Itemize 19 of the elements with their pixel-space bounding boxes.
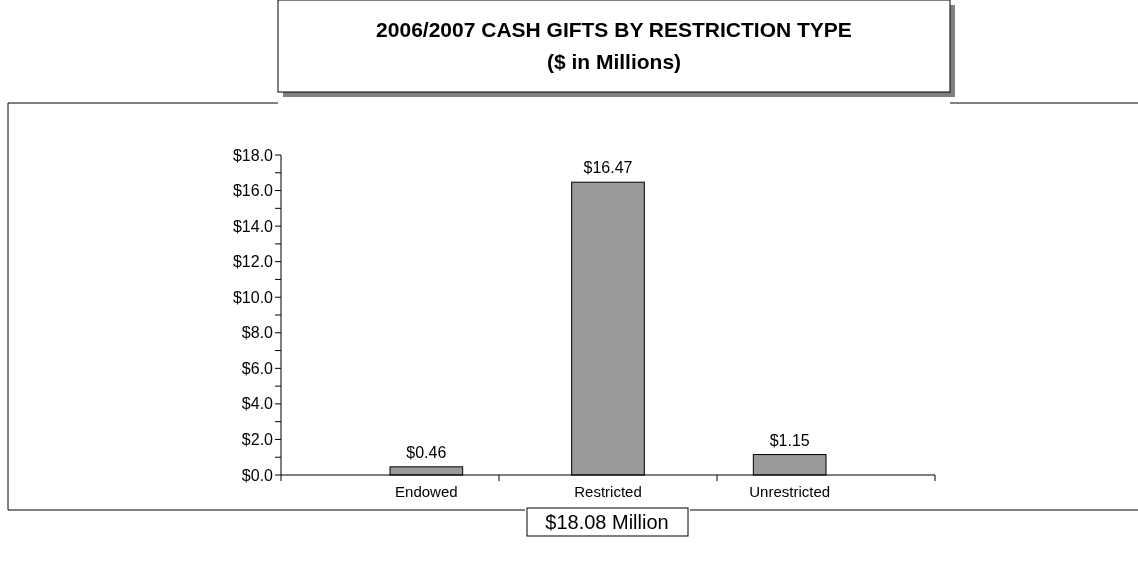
y-tick-label: $16.0 [232, 182, 274, 200]
y-tick-label: $12.0 [232, 253, 274, 271]
y-tick-label: $6.0 [241, 359, 274, 377]
chart-subtitle: ($ in Millions) [546, 50, 682, 73]
chart-title: 2006/2007 CASH GIFTS BY RESTRICTION TYPE [376, 18, 852, 41]
y-tick-label: $18.0 [232, 146, 274, 164]
y-tick-label: $2.0 [241, 431, 274, 449]
data-label: $0.46 [406, 443, 447, 461]
text: $18.08 Million [545, 511, 669, 533]
y-tick-label: $8.0 [241, 324, 274, 342]
data-label: $16.47 [583, 159, 633, 177]
x-tick-label: Restricted [574, 483, 642, 500]
data-label: $1.15 [769, 431, 810, 449]
x-tick-label: Endowed [395, 483, 458, 500]
y-tick-label: $10.0 [232, 288, 274, 306]
y-tick-label: $14.0 [232, 217, 274, 235]
y-tick-label: $0.0 [241, 466, 274, 484]
x-tick-label: Unrestricted [749, 483, 831, 500]
y-tick-label: $4.0 [241, 395, 274, 413]
